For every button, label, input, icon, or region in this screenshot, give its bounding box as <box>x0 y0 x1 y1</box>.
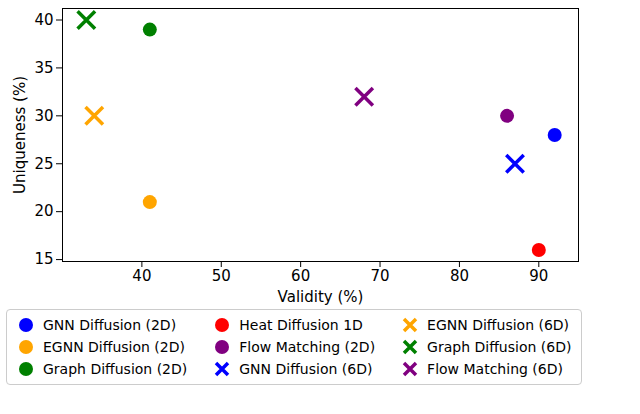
svg-text:50: 50 <box>212 267 231 285</box>
svg-text:90: 90 <box>529 267 548 285</box>
svg-text:40: 40 <box>132 267 151 285</box>
html-text:EGNN Diffusion (6D): EGNN Diffusion (6D) <box>427 317 570 333</box>
svg-text:80: 80 <box>450 267 469 285</box>
html-text:Flow Matching (6D): Flow Matching (6D) <box>427 361 563 377</box>
html-text:Heat Diffusion 1D: Heat Diffusion 1D <box>239 317 363 333</box>
svg-text:40: 40 <box>34 11 53 29</box>
svg-text:30: 30 <box>34 107 53 125</box>
html-text:GNN Diffusion (6D): GNN Diffusion (6D) <box>239 361 373 377</box>
svg-text:60: 60 <box>291 267 310 285</box>
html-text:EGNN Diffusion (2D): EGNN Diffusion (2D) <box>43 339 185 355</box>
svg-text:15: 15 <box>34 250 53 268</box>
svg-text:Uniqueness (%): Uniqueness (%) <box>11 76 29 194</box>
svg-text:Validity (%): Validity (%) <box>278 288 364 306</box>
html-text:GNN Diffusion (2D): GNN Diffusion (2D) <box>43 317 177 333</box>
svg-text:35: 35 <box>34 59 53 77</box>
svg-text:25: 25 <box>34 155 53 173</box>
svg-text:20: 20 <box>34 202 53 220</box>
html-text:Graph Diffusion (2D): Graph Diffusion (2D) <box>43 361 188 377</box>
svg-text:70: 70 <box>370 267 389 285</box>
html-text:Flow Matching (2D): Flow Matching (2D) <box>239 339 376 355</box>
html-text:Graph Diffusion (6D): Graph Diffusion (6D) <box>427 339 572 355</box>
